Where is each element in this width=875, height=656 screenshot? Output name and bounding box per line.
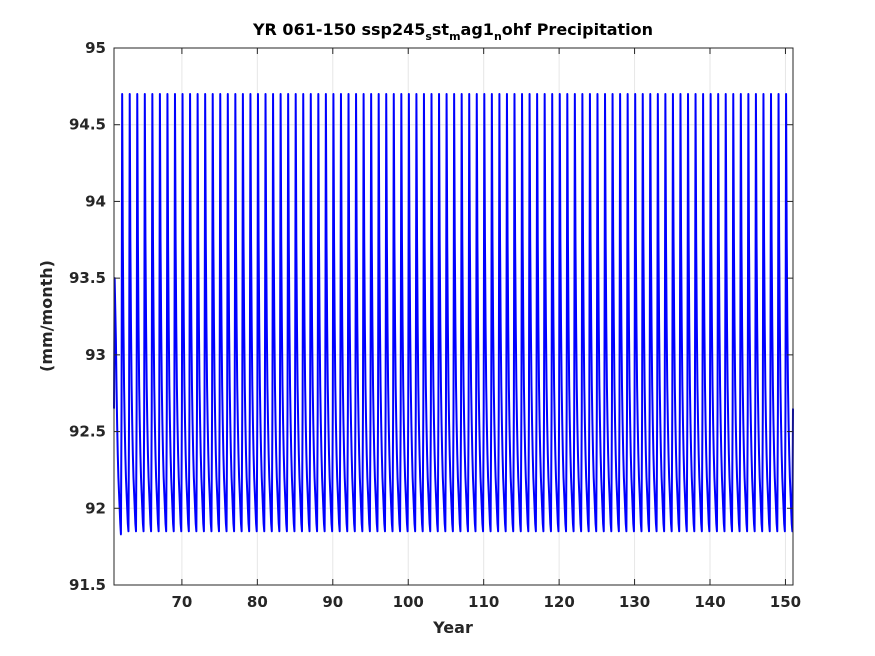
x-tick-label: 80: [247, 593, 268, 611]
chart-title: YR 061-150 ssp245sstmag1nohf Precipitati…: [252, 20, 653, 43]
y-tick-label: 95: [85, 39, 106, 57]
series-line: [113, 93, 794, 536]
x-tick-label: 70: [171, 593, 192, 611]
y-tick-label: 93.5: [69, 269, 106, 287]
x-axis-title: Year: [432, 618, 473, 637]
y-ticks: 91.5 92 92.5 93 93.5 94 94.5 95: [69, 39, 793, 594]
chart-title-part: m: [449, 30, 460, 43]
y-tick-label: 91.5: [69, 576, 106, 594]
x-tick-label: 130: [619, 593, 650, 611]
y-tick-label: 94.5: [69, 116, 106, 134]
y-tick-label: 92.5: [69, 423, 106, 441]
x-tick-label: 150: [770, 593, 801, 611]
x-ticks: 70 80 90 100 110 120 130 140 150: [171, 48, 801, 611]
chart-title-part: n: [494, 30, 502, 43]
chart-title-part: st: [432, 20, 450, 39]
y-tick-label: 93: [85, 346, 106, 364]
chart-title-part: YR 061-150 ssp245: [252, 20, 425, 39]
x-tick-label: 110: [468, 593, 499, 611]
y-tick-label: 94: [85, 192, 106, 210]
plot-frame: [113, 47, 794, 586]
chart-title-part: ohf Precipitation: [502, 20, 653, 39]
x-tick-label: 140: [694, 593, 725, 611]
x-tick-label: 90: [322, 593, 343, 611]
chart-title-part: s: [425, 30, 432, 43]
series-layer: [113, 93, 794, 536]
y-axis-title: (mm/month): [37, 260, 56, 372]
x-tick-label: 120: [543, 593, 574, 611]
y-tick-label: 92: [85, 499, 106, 517]
chart-title-part: ag1: [461, 20, 494, 39]
x-tick-label: 100: [393, 593, 424, 611]
